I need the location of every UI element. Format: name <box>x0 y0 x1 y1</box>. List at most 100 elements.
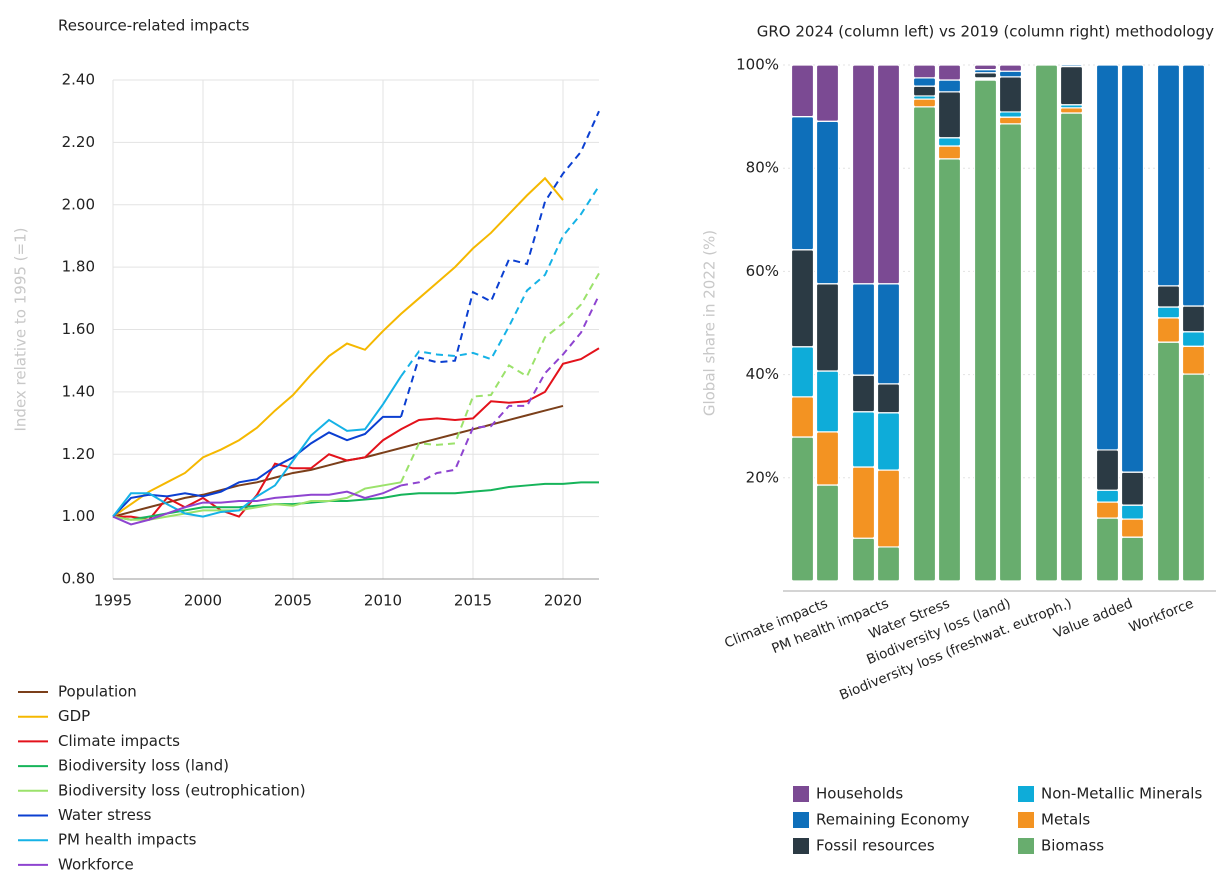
legend-label: GDP <box>58 707 90 725</box>
bar-segment <box>1095 517 1120 582</box>
bar-segment <box>815 370 840 433</box>
bar-segment <box>790 249 815 348</box>
x-tick-label: 2010 <box>364 592 402 610</box>
bar-segment <box>851 374 876 413</box>
bar-segment <box>790 115 815 251</box>
y-tick-label: 0.80 <box>62 570 95 588</box>
bar-segment <box>937 158 962 582</box>
bar-segment <box>998 116 1023 125</box>
bar-segment <box>876 383 901 414</box>
legend-label: Population <box>58 683 137 701</box>
bar-segment <box>1156 317 1181 343</box>
bar-segment <box>876 546 901 582</box>
bar-segment <box>815 283 840 372</box>
bar-segment <box>1059 107 1084 114</box>
series-line-dashed <box>400 110 600 418</box>
bar-segment <box>937 137 962 147</box>
y-tick-label: 1.60 <box>62 320 95 338</box>
series-line <box>112 404 564 518</box>
bar-segment <box>937 64 962 81</box>
series-line-dashed <box>400 294 600 487</box>
bar-segment <box>973 64 998 71</box>
bar-segment <box>1181 331 1206 347</box>
bar-segment <box>1095 501 1120 519</box>
y-tick-label: 20% <box>746 468 779 486</box>
y-tick-label: 1.80 <box>62 258 95 276</box>
y-tick-label: 2.00 <box>62 195 95 213</box>
legend-label: Fossil resources <box>816 837 935 855</box>
y-tick-label: 100% <box>736 56 779 74</box>
bar-segment <box>876 469 901 548</box>
legend-label: Water stress <box>58 806 152 824</box>
bar-segment <box>876 283 901 385</box>
y-tick-label: 2.40 <box>62 71 95 89</box>
bar-segment <box>815 484 840 582</box>
y-tick-label: 1.20 <box>62 445 95 463</box>
bar-segment <box>1181 373 1206 582</box>
legend-label: Remaining Economy <box>816 811 970 829</box>
legend-swatch <box>1018 812 1034 828</box>
chart-title: GRO 2024 (column left) vs 2019 (column r… <box>757 23 1214 41</box>
legend-swatch <box>1018 786 1034 802</box>
x-tick-label: 1995 <box>94 592 132 610</box>
bar-segment <box>851 411 876 468</box>
bar-segment <box>851 466 876 539</box>
chart-title: Resource-related impacts <box>58 17 250 35</box>
series-line <box>112 176 564 518</box>
bar-segment <box>912 98 937 108</box>
bar-segment <box>851 537 876 582</box>
series-line <box>112 375 402 518</box>
legend-label: PM health impacts <box>58 831 197 849</box>
legend-label: Biodiversity loss (land) <box>58 757 229 775</box>
y-tick-label: 1.40 <box>62 382 95 400</box>
bar-segment <box>790 396 815 438</box>
x-tick-label: 2000 <box>184 592 222 610</box>
bar-segment <box>1059 64 1084 68</box>
bar-segment <box>876 64 901 285</box>
x-tick-label: 2015 <box>454 592 492 610</box>
bar-segment <box>1120 64 1145 473</box>
bar-segment <box>1095 64 1120 451</box>
bar-segment <box>998 111 1023 118</box>
bar-segment <box>1120 471 1145 506</box>
bar-segment <box>1120 504 1145 520</box>
bar-segment <box>1034 64 1059 582</box>
y-tick-label: 80% <box>746 159 779 177</box>
bar-segment <box>790 64 815 118</box>
bar-segment <box>1059 65 1084 106</box>
bar-segment <box>973 79 998 582</box>
bar-segment <box>851 283 876 376</box>
bar-segment <box>1181 345 1206 375</box>
bar-segment <box>1156 306 1181 319</box>
bar-segment <box>937 79 962 93</box>
bar-segment <box>912 64 937 79</box>
bar-segment <box>937 91 962 139</box>
bar-segment <box>1156 285 1181 308</box>
bar-segment <box>912 106 937 582</box>
y-tick-label: 40% <box>746 365 779 383</box>
bar-segment <box>998 70 1023 78</box>
legend-label: Climate impacts <box>58 732 180 750</box>
bar-segment <box>998 76 1023 113</box>
legend-label: Non-Metallic Minerals <box>1041 785 1202 803</box>
bar-segment <box>815 64 840 122</box>
bar-segment <box>1181 64 1206 307</box>
legend-label: Metals <box>1041 811 1090 829</box>
y-axis-label: Global share in 2022 (%) <box>701 230 719 416</box>
legend-label: Households <box>816 785 903 803</box>
y-tick-label: 2.20 <box>62 133 95 151</box>
legend-label: Biomass <box>1041 837 1104 855</box>
bar-segment <box>1181 305 1206 333</box>
series-line <box>112 415 401 518</box>
bar-segment <box>912 85 937 97</box>
x-tick-label: 2020 <box>544 592 582 610</box>
legend-swatch <box>793 812 809 828</box>
bar-segment <box>790 436 815 582</box>
bar-segment <box>815 120 840 285</box>
y-tick-label: 60% <box>746 262 779 280</box>
bar-segment <box>1156 64 1181 287</box>
bar-segment <box>998 64 1023 72</box>
bar-segment <box>912 77 937 87</box>
bar-segment <box>1095 489 1120 503</box>
